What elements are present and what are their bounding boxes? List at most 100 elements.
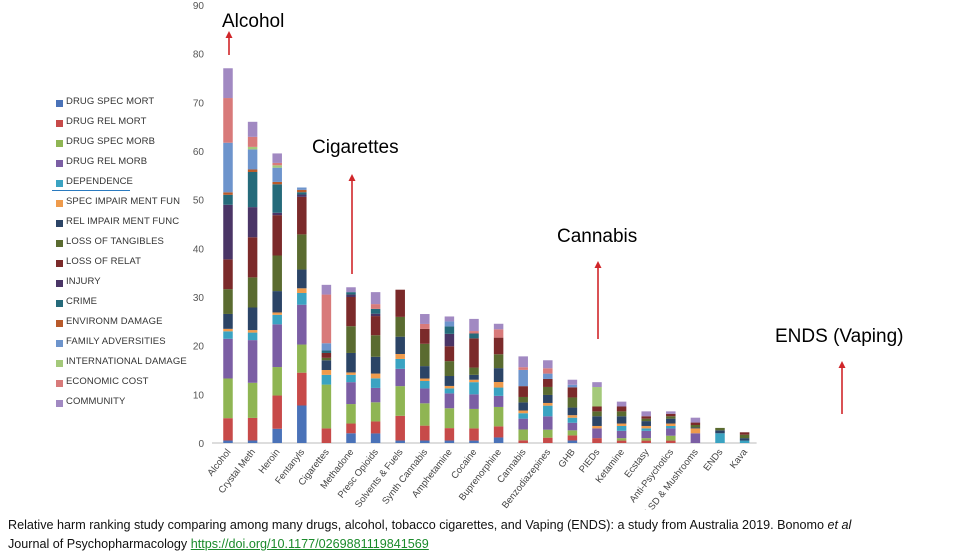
legend-item: FAMILY ADVERSITIES (52, 335, 252, 355)
legend-item: DEPENDENCE (52, 175, 252, 195)
bar-segment (567, 379, 578, 385)
bar-segment (739, 438, 750, 441)
bar-segment (641, 411, 651, 417)
bar-segment (616, 401, 627, 407)
bar-segment (739, 432, 750, 435)
doi-link[interactable]: https://doi.org/10.1177/0269881119841569 (190, 537, 429, 551)
bar-segment (567, 422, 578, 431)
bar-segment (272, 428, 282, 443)
bar-segment (247, 440, 258, 443)
bar-segment (395, 353, 405, 359)
legend-label: ECONOMIC COST (66, 376, 149, 387)
bar-segment (543, 416, 553, 430)
bar-segment (370, 373, 381, 379)
bar-segment (297, 304, 307, 345)
bar-segment (346, 423, 356, 434)
legend-item: DRUG REL MORT (52, 115, 252, 135)
bar-segment (395, 368, 405, 387)
bar-segment (493, 395, 504, 407)
legend-swatch (56, 120, 63, 127)
bar-segment (543, 394, 553, 403)
bar-segment (247, 330, 258, 333)
bar-segment (297, 234, 307, 270)
bar-segment (346, 374, 356, 383)
bar-segment (420, 343, 430, 367)
legend-item: ECONOMIC COST (52, 375, 252, 395)
bar-segment (272, 312, 282, 315)
legend-label: DRUG SPEC MORB (66, 136, 156, 147)
bar-segment (444, 326, 455, 334)
bar-segment (567, 387, 578, 398)
bar-segment (444, 376, 455, 386)
bar-segment (592, 406, 602, 412)
legend-label: DRUG REL MORT (66, 116, 147, 127)
bar-segment (395, 336, 405, 354)
legend-swatch (56, 140, 63, 147)
bar-segment (616, 406, 627, 412)
bar-segment (420, 328, 430, 344)
bar-segment (346, 382, 356, 405)
bar-segment (641, 438, 651, 441)
bar-segment (370, 335, 381, 357)
bar-segment (543, 405, 553, 417)
bar-segment (592, 438, 602, 443)
bar-segment (469, 394, 479, 409)
legend-swatch (56, 300, 63, 307)
bar-segment (690, 424, 701, 428)
bar-segment (223, 440, 233, 443)
bar-segment (666, 418, 676, 424)
legend-item: LOSS OF TANGIBLES (52, 235, 252, 255)
legend-swatch (56, 400, 63, 407)
bar-segment (247, 149, 258, 170)
bar-segment (247, 417, 258, 441)
legend-label: SPEC IMPAIR MENT FUN (66, 196, 181, 207)
legend-swatch (56, 320, 63, 327)
bar-segment (616, 423, 627, 426)
bar-segment (493, 381, 504, 388)
legend-label: DEPENDENCE (66, 176, 133, 187)
bar-segment (247, 340, 258, 383)
legend-item: DRUG SPEC MORB (52, 135, 252, 155)
bar-segment (370, 304, 381, 309)
y-tick-label: 40 (193, 244, 205, 255)
bar-segment (247, 307, 258, 331)
bar-segment (223, 68, 233, 99)
bar-segment (223, 338, 233, 379)
legend-swatch (56, 340, 63, 347)
bar-segment (567, 407, 578, 416)
bar-segment (616, 440, 627, 443)
bar-segment (469, 379, 479, 383)
bar-segment (420, 403, 430, 426)
bar-segment (543, 386, 553, 395)
bar-segment (567, 415, 578, 418)
bar-segment (321, 352, 332, 358)
annotation-label: ENDS (Vaping) (775, 326, 903, 347)
bar-segment (469, 333, 479, 339)
annotation-arrowhead (225, 31, 233, 38)
bar-segment (666, 411, 676, 414)
bar-segment (690, 417, 701, 423)
legend-swatch (56, 160, 63, 167)
legend-item: DRUG SPEC MORT (52, 95, 252, 115)
legend-item: INJURY (52, 275, 252, 295)
bar-segment (469, 382, 479, 395)
bar-segment (641, 416, 651, 419)
bar-segment (592, 425, 602, 429)
bar-segment (297, 187, 307, 190)
bar-segment (247, 277, 258, 308)
bar-segment (469, 331, 479, 334)
bar-segment (567, 440, 578, 443)
bar-segment (739, 440, 750, 443)
legend-swatch (56, 380, 63, 387)
bar-segment (592, 387, 602, 407)
bar-segment (223, 418, 233, 441)
bar-segment (420, 366, 430, 379)
bar-segment (321, 294, 332, 344)
caption-text: Relative harm ranking study comparing am… (8, 518, 828, 532)
bar-segment (616, 416, 627, 424)
bar-segment (543, 373, 553, 379)
bar-segment (616, 425, 627, 431)
legend-item: ENVIRONM DAMAGE (52, 315, 252, 335)
y-tick-label: 30 (193, 293, 205, 304)
bar-segment (690, 433, 701, 443)
